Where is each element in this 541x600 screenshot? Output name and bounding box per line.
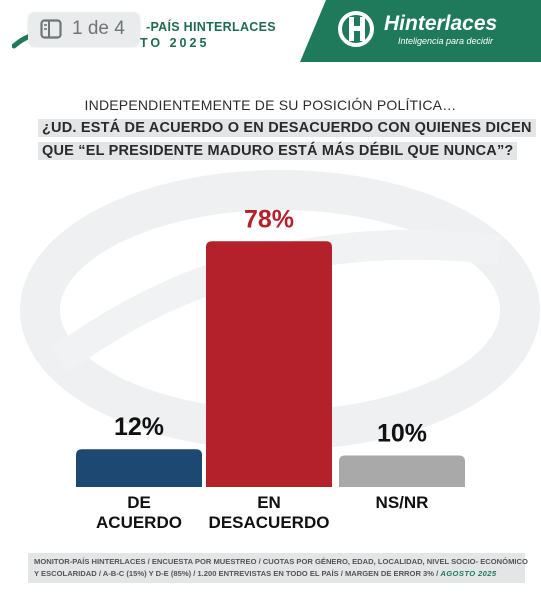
report-header: -PAÍS HINTERLACES TO 2025	[0, 0, 300, 62]
category-label: DESACUERDO	[209, 513, 330, 532]
question-line: ¿UD. ESTÁ DE ACUERDO O EN DESACUERDO CON…	[38, 119, 536, 137]
page-indicator-label: 1 de 4	[72, 18, 125, 39]
bar	[206, 241, 332, 487]
hinterlaces-logo-icon	[338, 11, 374, 47]
logo-name: Hinterlaces	[384, 12, 498, 35]
category-label: NS/NR	[376, 493, 429, 512]
methodology-footer: MONITOR-PAÍS HINTERLACES / ENCUESTA POR …	[28, 553, 528, 583]
bar	[76, 449, 202, 487]
data-label: 78%	[244, 205, 294, 233]
logo-tagline: Inteligencia para decidir	[398, 36, 494, 46]
methodology-line: Y ESCOLARIDAD / A-B-C (15%) Y D-E (85%) …	[34, 569, 439, 578]
report-date: TO 2025	[140, 36, 210, 50]
category-label: EN	[257, 493, 281, 512]
data-label: 12%	[114, 413, 164, 441]
brand-logo-block: Hinterlaces Inteligencia para decidir	[300, 0, 541, 62]
question-line: QUE “EL PRESIDENTE MADURO ESTÁ MÁS DÉBIL…	[38, 142, 518, 160]
page-indicator-button[interactable]: 1 de 4	[28, 12, 140, 46]
methodology-line: MONITOR-PAÍS HINTERLACES / ENCUESTA POR …	[34, 557, 528, 566]
footer-date: AGOSTO 2025	[440, 569, 497, 578]
report-title: -PAÍS HINTERLACES	[146, 20, 276, 34]
book-pages-icon	[40, 19, 62, 39]
methodology-text: MONITOR-PAÍS HINTERLACES / ENCUESTA POR …	[34, 556, 528, 580]
data-label: 10%	[377, 420, 427, 448]
bar	[339, 455, 465, 487]
category-label: ACUERDO	[96, 513, 182, 532]
category-label: DE	[127, 493, 151, 512]
question-intro: INDEPENDIENTEMENTE DE SU POSICIÓN POLÍTI…	[84, 97, 457, 113]
